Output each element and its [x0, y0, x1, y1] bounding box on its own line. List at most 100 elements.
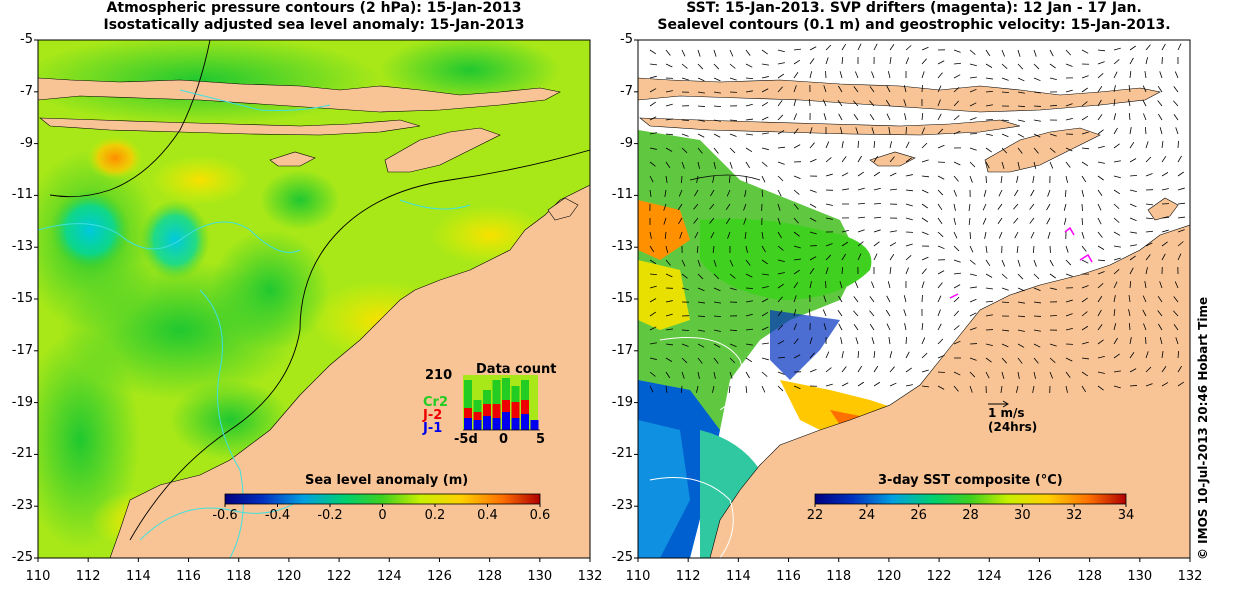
- velocity-arrow: [869, 86, 875, 93]
- velocity-arrow: [1143, 323, 1147, 331]
- velocity-arrow: [745, 371, 750, 379]
- velocity-arrow: [1033, 91, 1041, 94]
- velocity-arrow: [969, 88, 977, 93]
- velocity-arrow: [937, 175, 945, 180]
- velocity-arrow: [1049, 133, 1057, 137]
- velocity-arrow: [1017, 119, 1025, 122]
- velocity-arrow: [937, 113, 942, 121]
- velocity-arrow: [729, 49, 734, 57]
- velocity-arrow: [1001, 63, 1008, 70]
- velocity-arrow: [953, 385, 959, 392]
- velocity-arrow: [745, 287, 754, 289]
- velocity-arrow: [969, 133, 978, 135]
- data-count-bar: [473, 400, 482, 412]
- velocity-arrow: [1177, 171, 1184, 177]
- velocity-arrow: [985, 371, 990, 379]
- velocity-arrow: [841, 156, 847, 163]
- velocity-arrow: [1046, 203, 1051, 211]
- velocity-arrow: [1157, 113, 1163, 121]
- velocity-arrow: [1129, 280, 1132, 289]
- data-count-chart: [463, 375, 540, 431]
- velocity-arrow: [1113, 189, 1121, 195]
- velocity-arrow: [649, 342, 657, 345]
- velocity-arrow: [665, 343, 673, 346]
- velocity-arrow: [857, 202, 866, 205]
- velocity-arrow: [1113, 281, 1118, 289]
- velocity-arrow: [761, 326, 769, 331]
- velocity-arrow: [841, 43, 847, 51]
- velocity-arrow: [1113, 85, 1116, 93]
- lat-tick-label: -11: [11, 187, 33, 203]
- velocity-arrow: [745, 328, 753, 331]
- velocity-arrow: [696, 175, 699, 183]
- velocity-arrow: [953, 189, 957, 197]
- lat-tick-label: -5: [20, 32, 33, 47]
- velocity-arrow: [1001, 147, 1008, 154]
- velocity-arrow: [1161, 217, 1170, 219]
- velocity-arrow: [1177, 43, 1182, 51]
- legend-cr2: Cr2: [423, 395, 448, 410]
- velocity-arrow: [1049, 357, 1056, 363]
- velocity-arrow: [1017, 273, 1024, 280]
- velocity-arrow: [697, 371, 700, 379]
- velocity-arrow: [713, 343, 721, 348]
- velocity-arrow: [921, 189, 929, 194]
- lon-tick-label: 122: [326, 569, 352, 584]
- data-count-bar: [492, 418, 501, 430]
- lat-tick-label: -11: [611, 187, 633, 203]
- legend-j1: J-1: [423, 421, 443, 436]
- tiwi-islands: [547, 197, 579, 221]
- sla-map: [38, 40, 590, 558]
- velocity-arrow: [1145, 203, 1153, 206]
- velocity-arrow: [1033, 49, 1037, 57]
- left-title-line1: Atmospheric pressure contours (2 hPa): 1…: [106, 0, 522, 16]
- velocity-arrow: [793, 203, 799, 210]
- velocity-arrow: [889, 267, 892, 275]
- velocity-arrow: [1001, 357, 1007, 364]
- velocity-arrow: [1049, 287, 1057, 290]
- velocity-arrow: [1046, 217, 1051, 225]
- velocity-arrow: [713, 259, 717, 267]
- velocity-arrow: [841, 266, 844, 275]
- velocity-arrow: [841, 241, 849, 247]
- velocity-arrow: [693, 203, 699, 210]
- velocity-arrow: [1081, 285, 1089, 289]
- velocity-arrow: [825, 383, 833, 387]
- velocity-arrow: [1065, 371, 1071, 378]
- velocity-arrow: [1158, 323, 1163, 331]
- velocity-arrow: [1065, 385, 1068, 393]
- velocity-arrow: [1113, 353, 1120, 359]
- velocity-arrow: [745, 357, 753, 363]
- velocity-arrow: [761, 311, 769, 317]
- australia-land: [109, 184, 590, 558]
- velocity-arrow: [1030, 231, 1035, 239]
- velocity-arrow: [953, 86, 960, 93]
- data-count-bar: [521, 380, 529, 400]
- velocity-arrow: [1081, 75, 1089, 79]
- velocity-arrow: [1129, 203, 1137, 208]
- velocity-arrow: [1081, 189, 1085, 197]
- velocity-arrow: [921, 71, 925, 79]
- velocity-arrow: [697, 357, 703, 364]
- velocity-arrow: [809, 231, 817, 235]
- colorbar-tick-label: 0: [378, 508, 387, 523]
- velocity-arrow: [889, 188, 897, 191]
- velocity-arrow: [663, 217, 667, 225]
- velocity-arrow: [649, 311, 657, 317]
- velocity-arrow: [937, 60, 945, 65]
- velocity-arrow: [777, 259, 785, 263]
- colorbar-tick-label: 26: [910, 508, 927, 523]
- velocity-arrow: [665, 161, 671, 169]
- velocity-arrow: [713, 119, 721, 122]
- velocity-arrow: [1129, 141, 1135, 149]
- velocity-arrow: [1145, 44, 1151, 51]
- indonesia-land-sst: [638, 77, 1161, 113]
- velocity-arrow: [889, 253, 895, 261]
- velocity-arrow: [937, 282, 943, 289]
- velocity-arrow: [697, 147, 703, 154]
- velocity-arrow: [1049, 161, 1054, 169]
- velocity-arrow: [1097, 324, 1103, 331]
- velocity-arrow: [1065, 357, 1073, 362]
- velocity-arrow: [869, 100, 875, 107]
- velocity-arrow: [921, 281, 925, 289]
